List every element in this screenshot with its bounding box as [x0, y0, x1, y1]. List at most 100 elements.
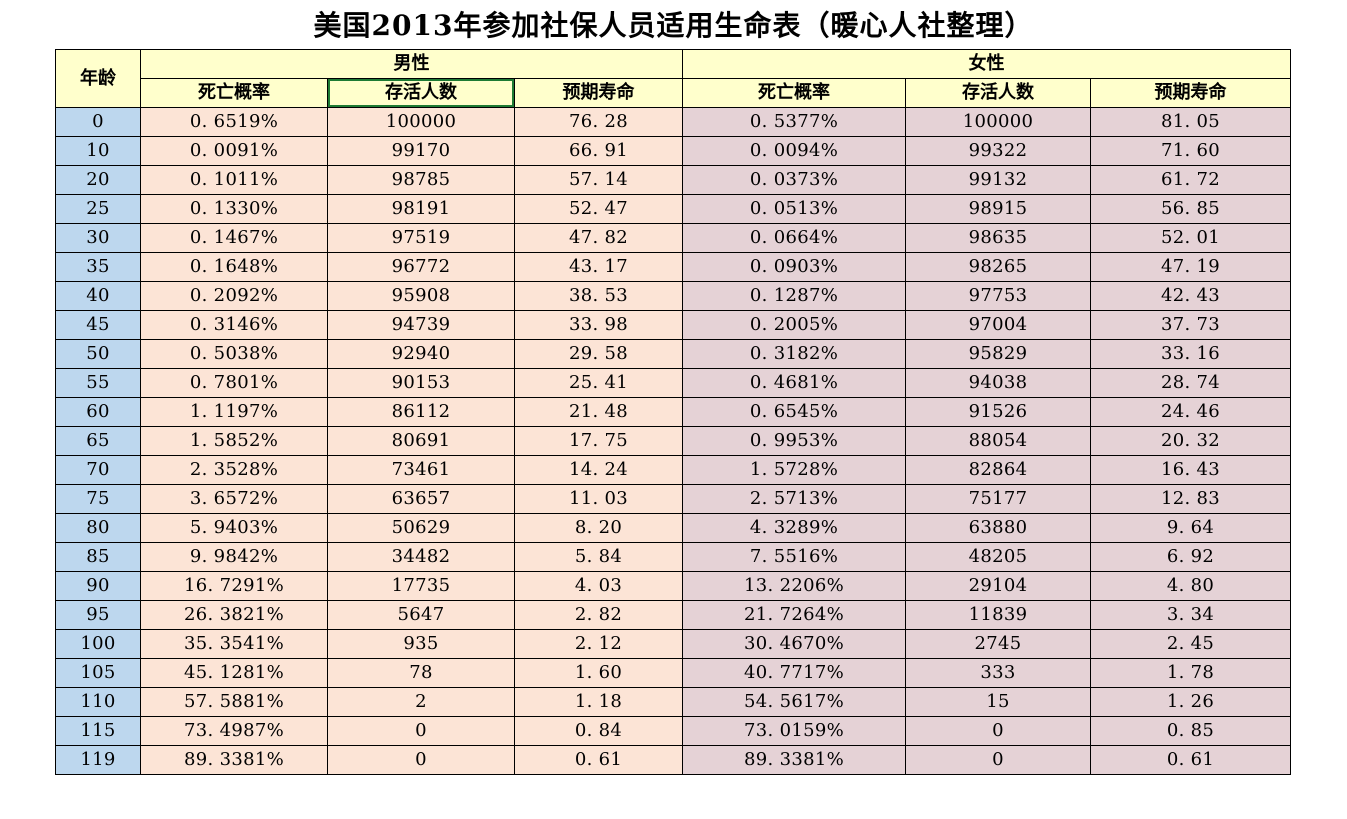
- male-cell[interactable]: 26. 3821%: [140, 600, 328, 630]
- female-cell[interactable]: 91526: [905, 397, 1092, 427]
- female-cell[interactable]: 89. 3381%: [682, 745, 907, 775]
- age-cell[interactable]: 115: [55, 716, 141, 746]
- age-cell[interactable]: 90: [55, 571, 141, 601]
- female-cell[interactable]: 81. 05: [1090, 107, 1292, 137]
- male-cell[interactable]: 0. 6519%: [140, 107, 328, 137]
- male-cell[interactable]: 92940: [327, 339, 515, 369]
- male-cell[interactable]: 0. 3146%: [140, 310, 328, 340]
- age-cell[interactable]: 55: [55, 368, 141, 398]
- female-cell[interactable]: 42. 43: [1090, 281, 1292, 311]
- age-cell[interactable]: 110: [55, 687, 141, 717]
- age-cell[interactable]: 35: [55, 252, 141, 282]
- female-cell[interactable]: 333: [905, 658, 1092, 688]
- female-cell[interactable]: 30. 4670%: [682, 629, 907, 659]
- age-cell[interactable]: 25: [55, 194, 141, 224]
- male-cell[interactable]: 38. 53: [513, 281, 684, 311]
- male-cell[interactable]: 52. 47: [513, 194, 684, 224]
- female-cell[interactable]: 1. 5728%: [682, 455, 907, 485]
- female-cell[interactable]: 11839: [905, 600, 1092, 630]
- female-cell[interactable]: 12. 83: [1090, 484, 1292, 514]
- female-cell[interactable]: 0. 6545%: [682, 397, 907, 427]
- female-cell[interactable]: 0. 0664%: [682, 223, 907, 253]
- male-death-probability-header[interactable]: 死亡概率: [140, 78, 328, 108]
- female-cell[interactable]: 33. 16: [1090, 339, 1292, 369]
- age-cell[interactable]: 0: [55, 107, 141, 137]
- female-cell[interactable]: 0. 1287%: [682, 281, 907, 311]
- female-cell[interactable]: 37. 73: [1090, 310, 1292, 340]
- male-cell[interactable]: 0. 1467%: [140, 223, 328, 253]
- female-group-header[interactable]: 女性: [682, 49, 1292, 79]
- female-cell[interactable]: 20. 32: [1090, 426, 1292, 456]
- male-cell[interactable]: 95908: [327, 281, 515, 311]
- male-cell[interactable]: 8. 20: [513, 513, 684, 543]
- female-cell[interactable]: 0. 9953%: [682, 426, 907, 456]
- male-cell[interactable]: 0. 1330%: [140, 194, 328, 224]
- female-cell[interactable]: 1. 78: [1090, 658, 1292, 688]
- male-cell[interactable]: 2. 12: [513, 629, 684, 659]
- male-cell[interactable]: 80691: [327, 426, 515, 456]
- male-cell[interactable]: 25. 41: [513, 368, 684, 398]
- male-cell[interactable]: 76. 28: [513, 107, 684, 137]
- age-cell[interactable]: 65: [55, 426, 141, 456]
- male-cell[interactable]: 86112: [327, 397, 515, 427]
- male-cell[interactable]: 0. 2092%: [140, 281, 328, 311]
- male-cell[interactable]: 96772: [327, 252, 515, 282]
- male-life-expectancy-header[interactable]: 预期寿命: [513, 78, 684, 108]
- female-death-probability-header[interactable]: 死亡概率: [682, 78, 907, 108]
- female-cell[interactable]: 82864: [905, 455, 1092, 485]
- female-cell[interactable]: 54. 5617%: [682, 687, 907, 717]
- age-cell[interactable]: 60: [55, 397, 141, 427]
- male-cell[interactable]: 89. 3381%: [140, 745, 328, 775]
- female-cell[interactable]: 75177: [905, 484, 1092, 514]
- age-cell[interactable]: 50: [55, 339, 141, 369]
- male-cell[interactable]: 0. 1011%: [140, 165, 328, 195]
- female-cell[interactable]: 48205: [905, 542, 1092, 572]
- female-cell[interactable]: 98265: [905, 252, 1092, 282]
- male-cell[interactable]: 14. 24: [513, 455, 684, 485]
- female-cell[interactable]: 2. 45: [1090, 629, 1292, 659]
- male-cell[interactable]: 34482: [327, 542, 515, 572]
- female-cell[interactable]: 98915: [905, 194, 1092, 224]
- age-cell[interactable]: 119: [55, 745, 141, 775]
- female-cell[interactable]: 0: [905, 745, 1092, 775]
- female-cell[interactable]: 0. 0094%: [682, 136, 907, 166]
- female-cell[interactable]: 95829: [905, 339, 1092, 369]
- female-cell[interactable]: 0. 0513%: [682, 194, 907, 224]
- male-cell[interactable]: 5647: [327, 600, 515, 630]
- male-cell[interactable]: 57. 14: [513, 165, 684, 195]
- male-cell[interactable]: 0: [327, 716, 515, 746]
- age-cell[interactable]: 95: [55, 600, 141, 630]
- age-cell[interactable]: 75: [55, 484, 141, 514]
- female-cell[interactable]: 97004: [905, 310, 1092, 340]
- female-cell[interactable]: 1. 26: [1090, 687, 1292, 717]
- male-cell[interactable]: 0. 1648%: [140, 252, 328, 282]
- age-cell[interactable]: 30: [55, 223, 141, 253]
- age-cell[interactable]: 20: [55, 165, 141, 195]
- female-cell[interactable]: 0: [905, 716, 1092, 746]
- female-cell[interactable]: 0. 4681%: [682, 368, 907, 398]
- female-cell[interactable]: 52. 01: [1090, 223, 1292, 253]
- female-cell[interactable]: 28. 74: [1090, 368, 1292, 398]
- female-cell[interactable]: 16. 43: [1090, 455, 1292, 485]
- male-cell[interactable]: 2. 3528%: [140, 455, 328, 485]
- male-cell[interactable]: 1. 1197%: [140, 397, 328, 427]
- male-cell[interactable]: 0. 0091%: [140, 136, 328, 166]
- male-cell[interactable]: 43. 17: [513, 252, 684, 282]
- female-cell[interactable]: 71. 60: [1090, 136, 1292, 166]
- male-cell[interactable]: 5. 9403%: [140, 513, 328, 543]
- age-cell[interactable]: 70: [55, 455, 141, 485]
- male-cell[interactable]: 17. 75: [513, 426, 684, 456]
- female-cell[interactable]: 97753: [905, 281, 1092, 311]
- age-cell[interactable]: 45: [55, 310, 141, 340]
- male-cell[interactable]: 66. 91: [513, 136, 684, 166]
- female-life-expectancy-header[interactable]: 预期寿命: [1090, 78, 1292, 108]
- female-cell[interactable]: 100000: [905, 107, 1092, 137]
- male-cell[interactable]: 100000: [327, 107, 515, 137]
- female-cell[interactable]: 0. 61: [1090, 745, 1292, 775]
- female-cell[interactable]: 0. 0903%: [682, 252, 907, 282]
- female-cell[interactable]: 0. 0373%: [682, 165, 907, 195]
- female-cell[interactable]: 0. 3182%: [682, 339, 907, 369]
- male-cell[interactable]: 98191: [327, 194, 515, 224]
- male-cell[interactable]: 21. 48: [513, 397, 684, 427]
- male-cell[interactable]: 98785: [327, 165, 515, 195]
